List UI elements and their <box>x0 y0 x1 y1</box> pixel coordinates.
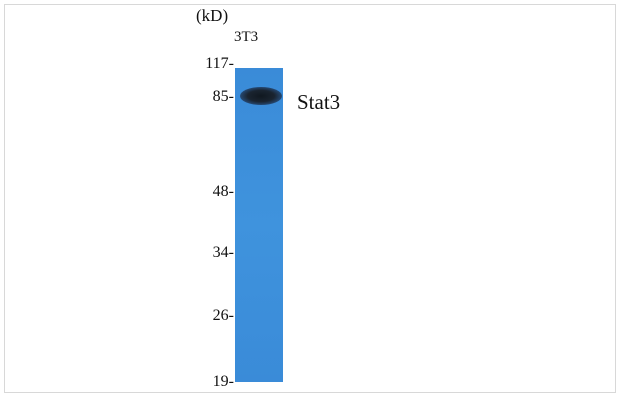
marker-tick: - <box>228 88 234 105</box>
marker-34: 34- <box>213 245 234 261</box>
image-frame <box>4 4 616 393</box>
marker-19: 19- <box>213 374 234 390</box>
marker-value: 34 <box>212 244 229 261</box>
marker-26: 26- <box>213 308 234 324</box>
marker-117: 117- <box>205 56 234 72</box>
marker-value: 117 <box>205 55 229 72</box>
protein-label: Stat3 <box>297 90 341 114</box>
protein-band <box>240 87 282 105</box>
unit-label: (kD) <box>196 6 229 25</box>
marker-value: 26 <box>212 307 229 324</box>
marker-48: 48- <box>213 184 234 200</box>
marker-tick: - <box>228 183 234 200</box>
blot-lane <box>235 68 283 382</box>
marker-85: 85- <box>213 89 234 105</box>
marker-value: 85 <box>212 88 229 105</box>
marker-tick: - <box>228 373 234 390</box>
marker-value: 48 <box>212 183 229 200</box>
lane-label: 3T3 <box>234 29 259 45</box>
marker-tick: - <box>228 55 234 72</box>
marker-tick: - <box>228 307 234 324</box>
marker-value: 19 <box>212 373 229 390</box>
marker-tick: - <box>228 244 234 261</box>
